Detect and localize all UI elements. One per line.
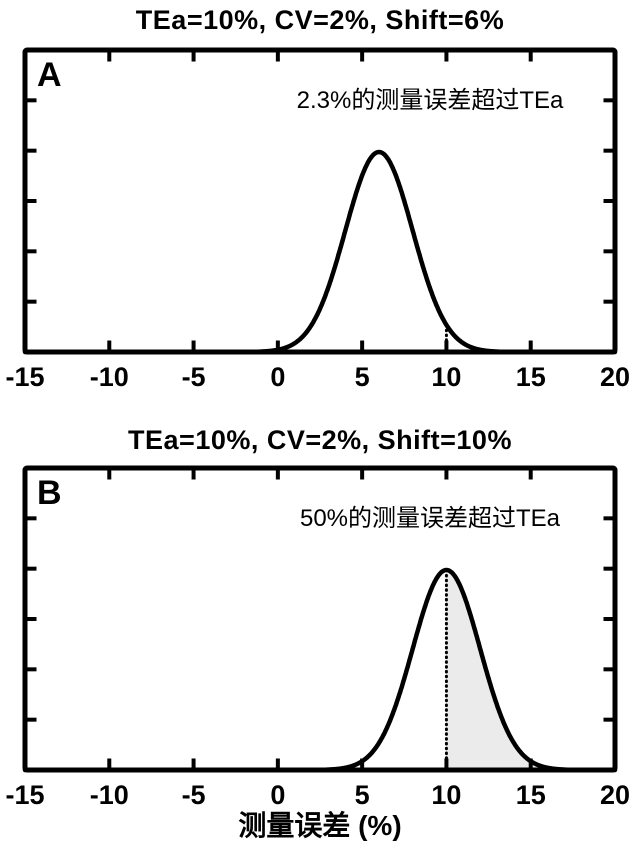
distribution-curve	[22, 567, 618, 773]
panel-a-title: TEa=10%, CV=2%, Shift=6%	[135, 5, 505, 35]
x-tick-label: 5	[355, 362, 370, 392]
x-tick-label: 5	[355, 780, 370, 810]
panel-b-label: B	[37, 474, 62, 512]
x-tick-label: -15	[5, 780, 44, 810]
panel-b-plot: -15 -10 -5 0 5 10 15 20	[5, 465, 630, 810]
panel-b-title: TEa=10%, CV=2%, Shift=10%	[128, 425, 512, 455]
x-axis-label: 测量误差 (%)	[238, 810, 402, 841]
x-tick-label: 10	[431, 362, 461, 392]
x-tick-label: 0	[270, 780, 285, 810]
x-tick-label: 0	[270, 362, 285, 392]
distribution-curve	[22, 149, 618, 355]
plot-box	[22, 47, 618, 355]
x-tick-label: -5	[182, 362, 206, 392]
x-tick-label: 20	[600, 780, 630, 810]
x-tick-label: 10	[431, 780, 461, 810]
shaded-tail-region	[446, 570, 615, 770]
plot-box	[22, 465, 618, 773]
x-tick-label: -10	[90, 362, 129, 392]
x-tick-label: -15	[5, 362, 44, 392]
panel-a-label: A	[37, 56, 62, 94]
x-tick-label: 15	[516, 780, 546, 810]
x-tick-label: -5	[182, 780, 206, 810]
panel-a-annotation: 2.3%的测量误差超过TEa	[296, 87, 564, 114]
panel-b-annotation: 50%的测量误差超过TEa	[299, 505, 561, 532]
x-tick-label: 15	[516, 362, 546, 392]
panel-a-plot: -15 -10 -5 0 5 10 15 20	[5, 47, 630, 392]
x-tick-label: 20	[600, 362, 630, 392]
x-tick-label: -10	[90, 780, 129, 810]
